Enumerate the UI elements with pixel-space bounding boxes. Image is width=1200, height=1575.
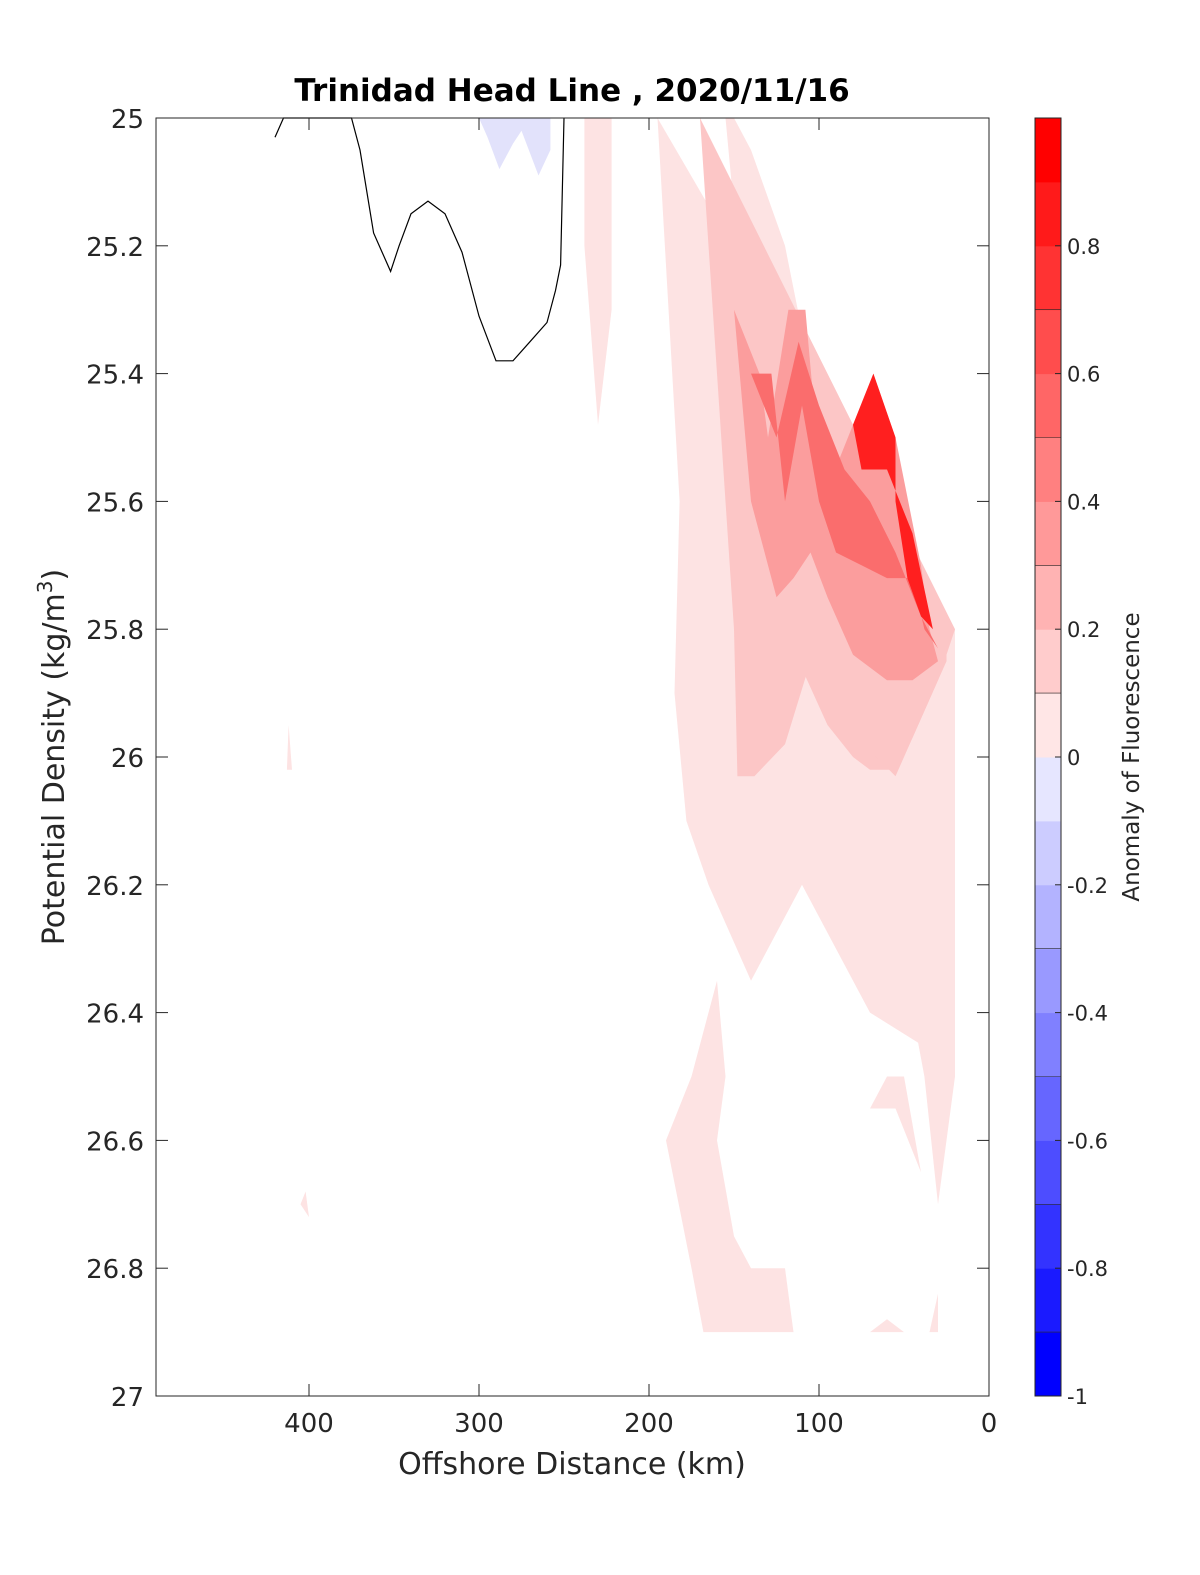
colorbar-band [1035,245,1061,311]
y-tick-label: 26.2 [86,872,144,902]
y-tick-label: 26.6 [86,1127,144,1157]
contour-region-4 [870,1076,921,1173]
colorbar-band [1035,565,1061,630]
x-tick-label: 200 [624,1409,674,1439]
x-axis-label: Offshore Distance (km) [398,1447,746,1482]
colorbar-tick-label: -0.6 [1067,1129,1108,1153]
colorbar-band [1035,1012,1061,1077]
x-tick-label: 0 [981,1409,998,1439]
colorbar-band [1035,820,1061,886]
contour-region-13 [853,373,933,630]
plot-area [274,117,955,1333]
colorbar [1035,118,1061,1397]
y-tick-label: 25.2 [86,233,144,263]
contour-region-7 [870,1319,904,1333]
y-tick-label: 27 [111,1383,144,1413]
colorbar-tick-label: 0.8 [1067,235,1100,259]
colorbar-band [1035,181,1061,247]
contour-region-6 [300,1191,309,1218]
contour-region-12 [751,341,938,649]
colorbar-band [1035,757,1061,822]
negative-anomaly-region [479,118,551,176]
colorbar-band [1035,1332,1061,1397]
y-tick-label: 25 [111,105,144,135]
contour-region-8 [929,1293,938,1333]
colorbar-band [1035,1140,1061,1205]
colorbar-label: Anomaly of Fluorescence [1119,612,1145,901]
y-tick-label: 25.4 [86,361,144,391]
colorbar-tick-label: 0.4 [1067,490,1100,514]
colorbar-ticks: 0.8 0.6 0.4 0.2 0 -0.2 -0.4 -0.6 -0.8 -1 [1055,235,1108,1409]
x-tick-label: 100 [794,1409,844,1439]
colorbar-tick-label: -0.2 [1067,874,1108,898]
y-axis-ticks: 25 25.2 25.4 25.6 25.8 26 26.2 26.4 26.6 26.8 27 [86,105,989,1413]
x-axis-ticks: 400 300 200 100 0 [284,118,997,1439]
x-tick-label: 300 [454,1409,504,1439]
colorbar-tick-label: 0 [1067,746,1080,770]
x-tick-label: 400 [284,1409,334,1439]
colorbar-tick-label: 0.2 [1067,618,1100,642]
y-tick-label: 25.8 [86,616,144,646]
colorbar-band [1035,948,1061,1014]
y-axis-label-main: Potential Density (kg/m [37,593,72,945]
zero-contour-line [274,117,565,362]
contour-region-3 [666,980,794,1333]
y-axis-label-sup: 3 [33,580,57,593]
colorbar-band [1035,373,1061,438]
colorbar-band [1035,118,1061,183]
colorbar-tick-label: -0.8 [1067,1257,1108,1281]
colorbar-tick-label: -1 [1067,1385,1088,1409]
colorbar-band [1035,437,1061,502]
y-axis-label-close: ) [37,569,72,581]
colorbar-band [1035,1268,1061,1333]
colorbar-band [1035,693,1061,758]
y-tick-label: 25.6 [86,488,144,518]
colorbar-band [1035,1204,1061,1269]
colorbar-band [1035,501,1061,566]
y-tick-label: 26.8 [86,1255,144,1285]
colorbar-band [1035,309,1061,375]
y-tick-label: 26.4 [86,1000,144,1030]
colorbar-tick-label: 0.6 [1067,363,1100,387]
colorbar-tick-label: -0.4 [1067,1002,1108,1026]
contour-region-5 [286,725,292,770]
colorbar-band [1035,629,1061,694]
y-tick-label: 26 [111,744,144,774]
chart-title: Trinidad Head Line , 2020/11/16 [294,73,849,109]
y-axis-label: Potential Density (kg/m3) [33,569,72,945]
colorbar-band [1035,884,1061,950]
contour-region-2 [584,118,612,425]
colorbar-band [1035,1076,1061,1141]
